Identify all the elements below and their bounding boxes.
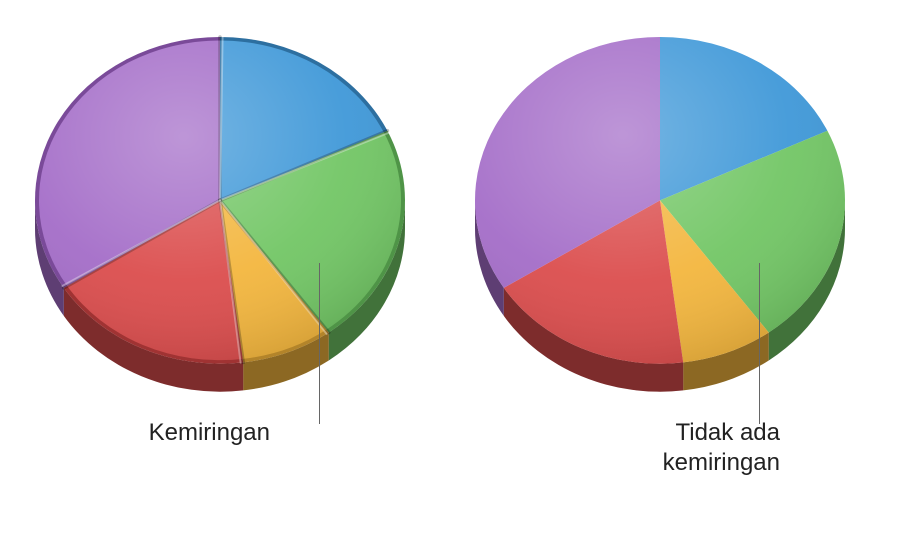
callout-label-left: Kemiringan (70, 418, 270, 448)
pie-chart-right-flat (447, 9, 873, 425)
callout-line-left (319, 263, 320, 424)
pie-svg (447, 9, 873, 420)
callout-line-right (759, 263, 760, 424)
pie-highlight (39, 40, 401, 360)
pie-highlight (475, 37, 845, 364)
callout-label-right: Tidak ada kemiringan (580, 418, 780, 478)
pie-chart-left-beveled (7, 9, 433, 425)
pie-svg (7, 9, 433, 420)
